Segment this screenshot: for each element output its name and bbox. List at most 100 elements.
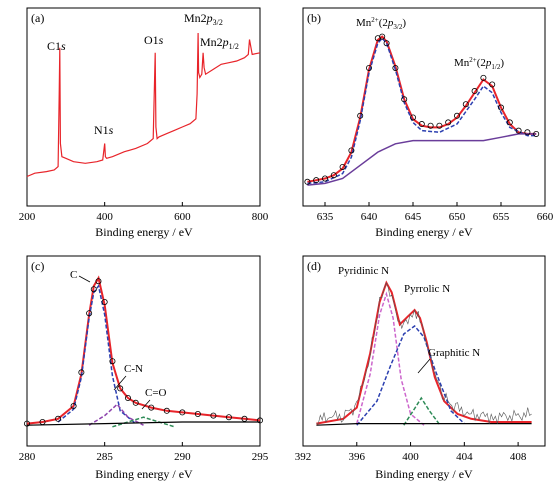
panel-a: (a) 200 400 600 800 Binding energy / eV C1s… (19, 7, 269, 239)
data-point (383, 40, 390, 47)
data-point (506, 119, 513, 126)
panel-c-tick-label-2: 290 (174, 451, 191, 463)
panel-d-background (316, 423, 532, 426)
component-label-cn: C-N (124, 363, 143, 375)
panel-b-tick-label-1: 640 (361, 211, 378, 223)
panel-b-envelope-fit (307, 35, 537, 183)
data-point (86, 310, 93, 317)
data-point (124, 394, 131, 401)
panel-a-label: (a) (31, 11, 44, 25)
component-label-pyrrolic: Pyrrolic N (404, 283, 450, 295)
panel-c-xlabel: Binding energy / eV (95, 467, 193, 481)
data-point (392, 64, 399, 71)
panel-a-tick-label-0: 200 (19, 211, 36, 223)
data-point (39, 418, 46, 425)
panel-a-tick-label-1: 400 (96, 211, 113, 223)
panel-c: (c) 280 285 290 295 Binding energy / eV C C… (19, 255, 269, 481)
data-point (132, 399, 139, 406)
peak-label-n1s: N1s (94, 123, 114, 137)
panel-d-pyridinic-component (356, 291, 425, 426)
panel-a-ticks: 200 400 600 800 (19, 202, 269, 223)
data-point (90, 286, 97, 293)
data-point (148, 404, 155, 411)
component-label-pyridinic: Pyridinic N (338, 265, 389, 277)
data-point (480, 74, 487, 81)
component-label-c: C (70, 269, 77, 281)
panel-d-xlabel: Binding energy / eV (375, 467, 473, 481)
data-point (418, 121, 425, 128)
panel-d-tick-label-2: 400 (402, 451, 419, 463)
data-point (445, 119, 452, 126)
panel-c-ticks: 280 285 290 295 (19, 442, 269, 463)
data-point (95, 278, 102, 285)
component-arrow-graphitic (417, 358, 431, 374)
data-point (365, 64, 372, 71)
data-point (109, 358, 116, 365)
panel-d-pyrrolic-component (356, 324, 465, 426)
data-point (101, 298, 108, 305)
data-point (55, 415, 62, 422)
panel-a-survey-spectrum (26, 32, 261, 178)
data-point (313, 177, 320, 184)
data-point (409, 114, 416, 121)
panel-d-frame (302, 255, 546, 447)
peak-label-o1s: O1s (144, 33, 164, 47)
peak-label-c1s: C1s (47, 39, 66, 53)
panel-d-tick-label-0: 392 (295, 451, 312, 463)
component-label-co: C=O (145, 387, 167, 399)
data-point (256, 417, 263, 424)
panel-d-tick-label-4: 408 (510, 451, 527, 463)
panel-b-tick-label-4: 655 (493, 211, 510, 223)
panel-d-graphitic-component (403, 396, 441, 426)
panel-b-tick-label-5: 660 (537, 211, 554, 223)
data-point (23, 420, 30, 427)
data-point (163, 407, 170, 414)
panel-a-tick-label-2: 600 (174, 211, 191, 223)
data-point (515, 127, 522, 134)
component-arrow-co (141, 399, 151, 410)
data-point (524, 129, 531, 136)
data-point (357, 112, 364, 119)
panel-b-xlabel: Binding energy / eV (375, 225, 473, 239)
panel-d-tick-label-1: 396 (349, 451, 366, 463)
data-point (453, 112, 460, 119)
data-point (427, 122, 434, 129)
panel-b-peak-fit (307, 37, 537, 185)
panel-d-tick-label-3: 404 (456, 451, 473, 463)
panel-c-envelope-fit (26, 275, 261, 425)
data-point (497, 104, 504, 111)
data-point (321, 175, 328, 182)
data-point (225, 414, 232, 421)
data-point (401, 96, 408, 103)
panel-d-raw-data (316, 282, 532, 424)
panel-a-xlabel: Binding energy / eV (95, 225, 193, 239)
data-point (339, 163, 346, 170)
component-arrow-c (78, 275, 91, 283)
data-point (304, 178, 311, 185)
panel-b-tick-label-2: 645 (405, 211, 422, 223)
data-point (348, 147, 355, 154)
panel-b-tick-label-0: 635 (317, 211, 334, 223)
panel-b-background (307, 133, 537, 186)
data-point (117, 385, 124, 392)
panel-c-data-points (23, 278, 263, 427)
component-arrow-cn (113, 375, 127, 391)
data-point (179, 409, 186, 416)
panel-b-data-points (304, 33, 540, 185)
panel-c-c-component (57, 284, 137, 425)
data-point (471, 88, 478, 95)
panel-b-tick-label-3: 650 (449, 211, 466, 223)
data-point (194, 410, 201, 417)
panel-b-ticks: 635 640 645 650 655 660 (317, 202, 554, 223)
data-point (70, 402, 77, 409)
data-point (78, 369, 85, 376)
data-point (489, 81, 496, 88)
panel-c-tick-label-3: 295 (252, 451, 269, 463)
panel-b-frame (302, 7, 546, 207)
panel-c-tick-label-0: 280 (19, 451, 36, 463)
panel-d-ticks: 392 396 400 404 408 (295, 442, 527, 463)
panel-c-background (26, 421, 260, 426)
data-point (379, 33, 386, 40)
panel-d: (d) 392 396 400 404 408 Binding energy / eV … (295, 255, 546, 481)
